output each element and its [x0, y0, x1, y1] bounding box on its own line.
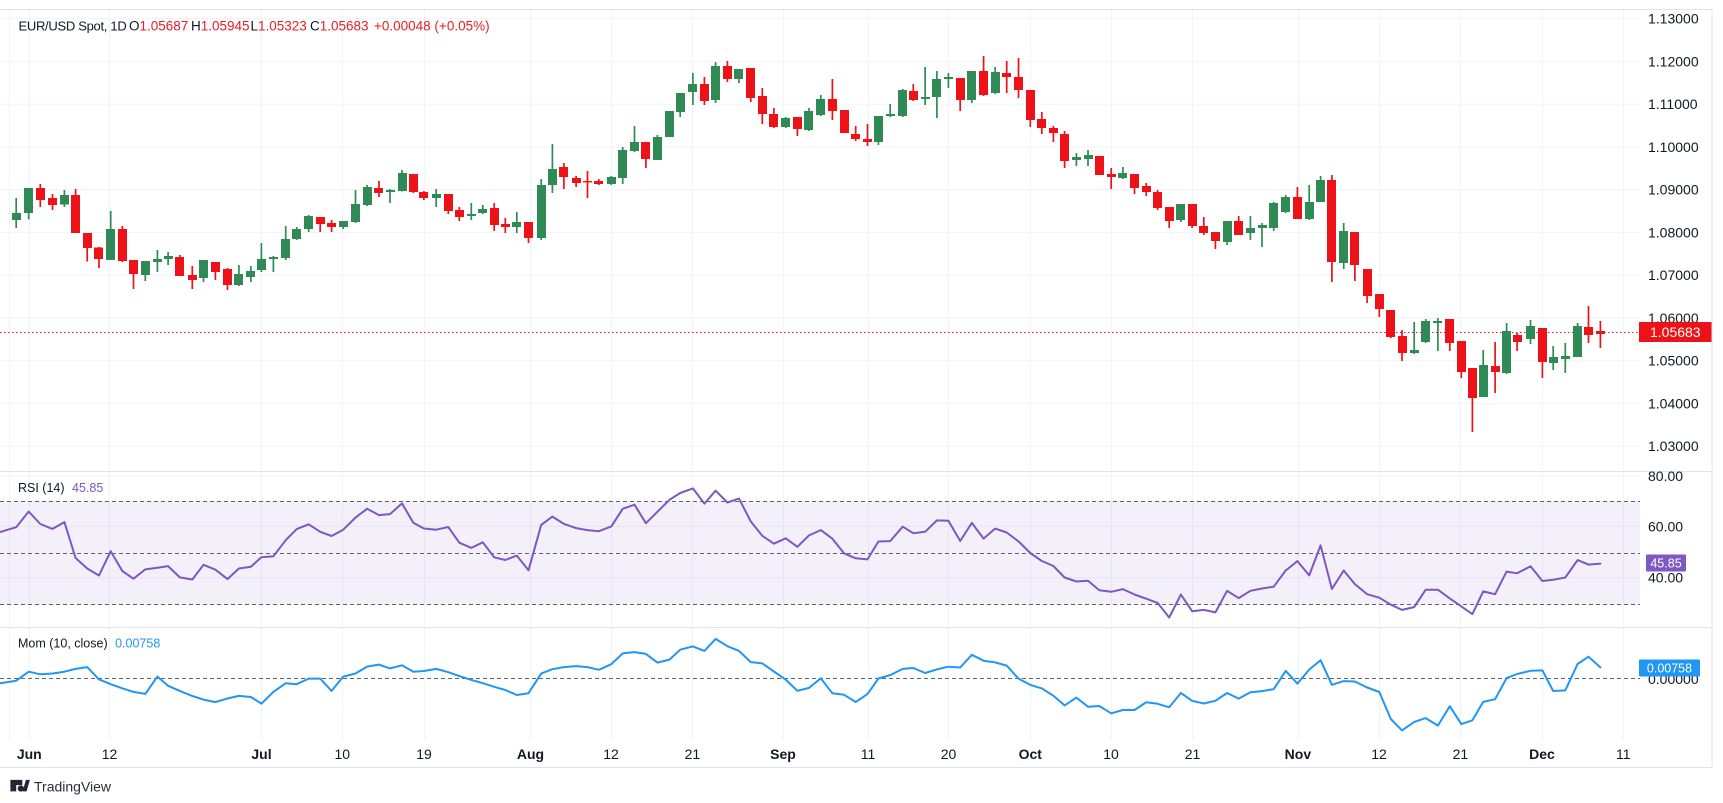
svg-text:0.00758: 0.00758	[1647, 662, 1692, 676]
svg-text:RSI (14) 45.85: RSI (14) 45.85	[18, 481, 103, 495]
svg-text:Sep: Sep	[770, 746, 796, 762]
svg-text:19: 19	[416, 746, 432, 762]
svg-text:1.12000: 1.12000	[1648, 53, 1699, 69]
svg-text:1.07000: 1.07000	[1648, 267, 1699, 283]
svg-text:11: 11	[861, 746, 876, 762]
svg-text:Aug: Aug	[517, 746, 544, 762]
svg-text:20: 20	[941, 746, 957, 762]
svg-text:12: 12	[102, 746, 118, 762]
svg-text:10: 10	[335, 746, 351, 762]
svg-text:45.85: 45.85	[1650, 557, 1681, 571]
svg-text:60.00: 60.00	[1648, 518, 1683, 534]
svg-text:1.11000: 1.11000	[1648, 96, 1698, 112]
svg-text:1.03000: 1.03000	[1648, 438, 1699, 454]
svg-text:TradingView: TradingView	[34, 779, 112, 795]
svg-text:Oct: Oct	[1019, 746, 1043, 762]
svg-text:1.08000: 1.08000	[1648, 224, 1699, 240]
svg-text:40.00: 40.00	[1648, 570, 1683, 586]
svg-text:1.05000: 1.05000	[1648, 353, 1699, 369]
svg-text:Jul: Jul	[251, 746, 271, 762]
svg-text:12: 12	[603, 746, 619, 762]
svg-text:1.10000: 1.10000	[1648, 139, 1699, 155]
svg-text:1.05683: 1.05683	[1650, 324, 1701, 340]
svg-text:21: 21	[1453, 746, 1469, 762]
svg-text:11: 11	[1616, 746, 1631, 762]
svg-text:1.09000: 1.09000	[1648, 182, 1699, 198]
svg-text:21: 21	[1185, 746, 1201, 762]
svg-text:Dec: Dec	[1529, 746, 1555, 762]
svg-text:Mom (10, close) 0.00758: Mom (10, close) 0.00758	[18, 637, 160, 651]
svg-text:1.04000: 1.04000	[1648, 395, 1699, 411]
svg-text:12: 12	[1371, 746, 1387, 762]
svg-text:1.06000: 1.06000	[1648, 310, 1699, 326]
svg-text:Jun: Jun	[17, 746, 42, 762]
svg-text:21: 21	[685, 746, 701, 762]
svg-text:Nov: Nov	[1285, 746, 1312, 762]
svg-text:10: 10	[1103, 746, 1119, 762]
svg-text:80.00: 80.00	[1648, 468, 1683, 484]
svg-text:1.13000: 1.13000	[1648, 11, 1699, 27]
